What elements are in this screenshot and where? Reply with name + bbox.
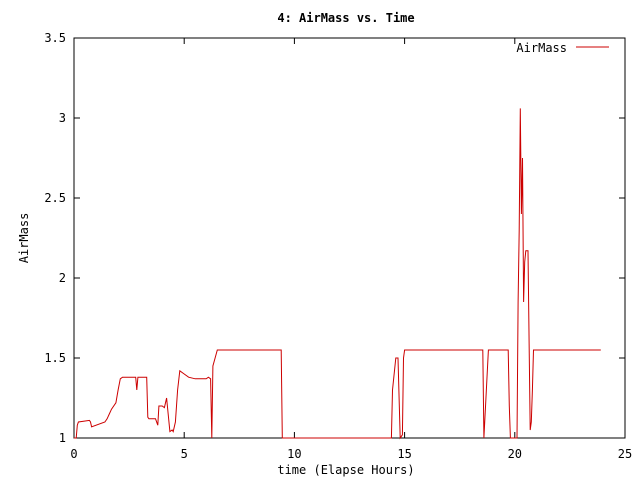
x-axis: 0 5 10 15 20 25 — [70, 38, 632, 461]
legend: AirMass — [516, 41, 609, 55]
x-tick-label: 15 — [397, 447, 411, 461]
y-tick-label: 2 — [59, 271, 66, 285]
y-tick-label: 3.5 — [44, 31, 66, 45]
legend-label: AirMass — [516, 41, 567, 55]
series-layer — [74, 108, 601, 440]
x-axis-label: time (Elapse Hours) — [277, 463, 414, 477]
x-tick-label: 5 — [181, 447, 188, 461]
x-tick-label: 25 — [618, 447, 632, 461]
y-tick-label: 1 — [59, 431, 66, 445]
x-tick-label: 20 — [508, 447, 522, 461]
y-tick-label: 2.5 — [44, 191, 66, 205]
chart-title: 4: AirMass vs. Time — [277, 11, 414, 25]
y-axis: 1 1.5 2 2.5 3 3.5 — [44, 31, 625, 445]
y-tick-label: 3 — [59, 111, 66, 125]
x-tick-label: 0 — [70, 447, 77, 461]
plot-frame — [73, 37, 626, 439]
y-axis-label: AirMass — [17, 213, 31, 264]
x-tick-label: 10 — [287, 447, 301, 461]
y-tick-label: 1.5 — [44, 351, 66, 365]
series-line-airmass — [74, 108, 601, 440]
